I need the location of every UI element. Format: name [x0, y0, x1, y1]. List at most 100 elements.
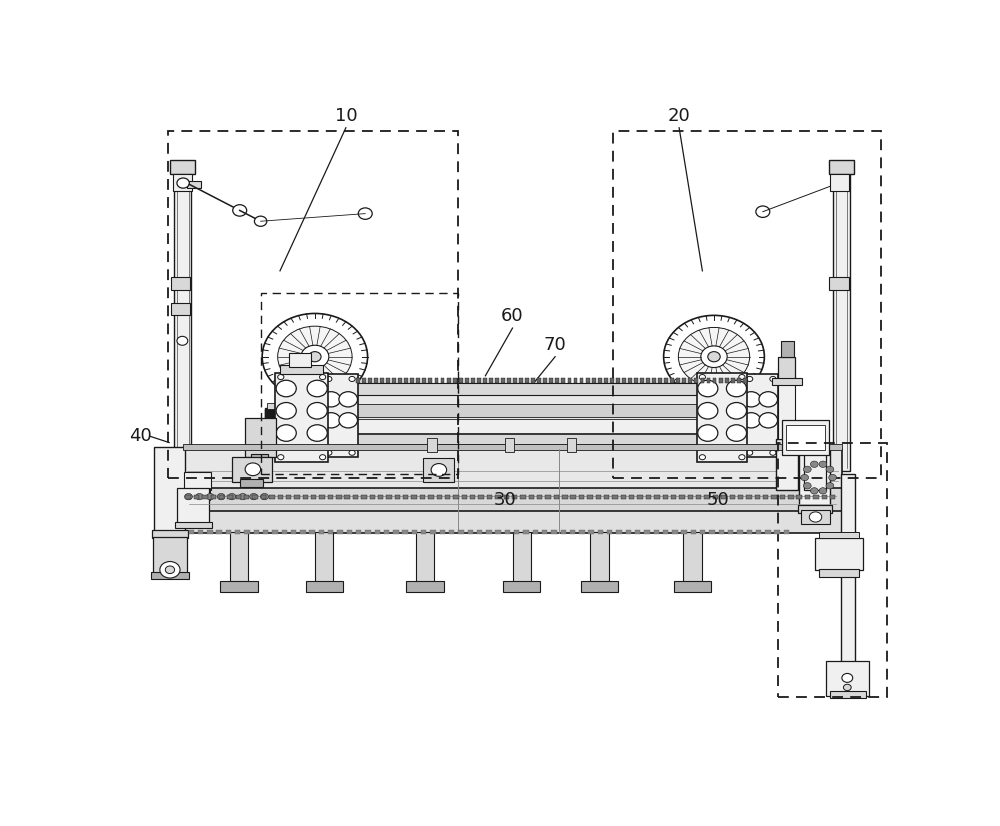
Circle shape [698, 380, 718, 396]
Text: 30: 30 [493, 491, 516, 510]
Circle shape [349, 450, 355, 455]
Bar [435, 377, 438, 383]
Bar [542, 530, 547, 534]
Bar [801, 510, 830, 524]
Bar [232, 457, 272, 482]
Circle shape [742, 392, 761, 407]
Bar [644, 530, 650, 534]
Circle shape [759, 413, 778, 428]
Circle shape [770, 450, 776, 455]
Bar [598, 377, 602, 383]
Circle shape [185, 493, 192, 500]
Bar [361, 495, 367, 499]
Bar [745, 374, 778, 457]
Bar [554, 495, 559, 499]
Bar [278, 495, 283, 499]
Circle shape [165, 566, 175, 573]
Bar [430, 530, 436, 534]
Bar [704, 495, 710, 499]
Bar [512, 532, 531, 582]
Bar [590, 532, 609, 582]
Bar [610, 377, 614, 383]
Circle shape [358, 208, 372, 220]
Circle shape [742, 413, 761, 428]
Bar [362, 377, 366, 383]
Bar [654, 530, 659, 534]
Bar [652, 377, 656, 383]
Bar [658, 377, 662, 383]
Bar [549, 377, 553, 383]
Circle shape [228, 493, 236, 500]
Bar [701, 377, 704, 383]
Circle shape [206, 493, 214, 500]
Bar [219, 495, 224, 499]
Bar [194, 495, 199, 499]
Bar [596, 495, 601, 499]
Bar [829, 278, 849, 290]
Bar [682, 377, 686, 383]
Bar [354, 383, 749, 395]
Bar [561, 377, 565, 383]
Circle shape [177, 178, 189, 188]
Bar [173, 173, 192, 192]
Bar [616, 530, 622, 534]
Bar [635, 530, 640, 534]
Bar [567, 438, 576, 452]
Bar [368, 377, 372, 383]
Bar [374, 377, 378, 383]
Bar [470, 495, 475, 499]
Bar [495, 495, 501, 499]
Bar [778, 357, 795, 379]
Bar [780, 495, 785, 499]
Bar [765, 530, 771, 534]
Circle shape [278, 326, 352, 387]
Bar [533, 530, 538, 534]
Bar [185, 495, 191, 499]
Bar [168, 131, 458, 477]
Bar [841, 474, 855, 691]
Bar [478, 495, 484, 499]
Bar [691, 530, 696, 534]
Bar [819, 532, 859, 538]
Bar [183, 488, 842, 512]
Circle shape [233, 205, 247, 216]
Bar [830, 173, 849, 192]
Bar [411, 495, 417, 499]
Circle shape [829, 474, 836, 481]
Bar [183, 444, 842, 450]
Circle shape [747, 450, 753, 455]
Bar [683, 532, 702, 582]
Circle shape [217, 493, 225, 500]
Bar [545, 495, 551, 499]
Bar [628, 377, 632, 383]
Bar [184, 472, 211, 491]
Bar [604, 495, 609, 499]
Circle shape [300, 414, 306, 419]
Circle shape [843, 684, 851, 691]
Bar [592, 377, 596, 383]
Circle shape [358, 414, 364, 419]
Bar [622, 377, 626, 383]
Bar [581, 581, 618, 592]
Bar [311, 495, 316, 499]
Bar [772, 377, 802, 385]
Bar [646, 495, 651, 499]
Bar [681, 530, 687, 534]
Bar [507, 377, 511, 383]
Bar [670, 377, 674, 383]
Bar [319, 495, 325, 499]
Bar [796, 495, 802, 499]
Bar [833, 169, 850, 471]
Bar [523, 530, 529, 534]
Bar [672, 530, 678, 534]
Circle shape [826, 482, 834, 489]
Circle shape [664, 316, 764, 398]
Circle shape [339, 392, 358, 407]
Bar [183, 449, 842, 491]
Bar [771, 495, 777, 499]
Bar [252, 495, 258, 499]
Bar [344, 495, 350, 499]
Bar [513, 377, 517, 383]
Bar [637, 495, 643, 499]
Bar [713, 495, 718, 499]
